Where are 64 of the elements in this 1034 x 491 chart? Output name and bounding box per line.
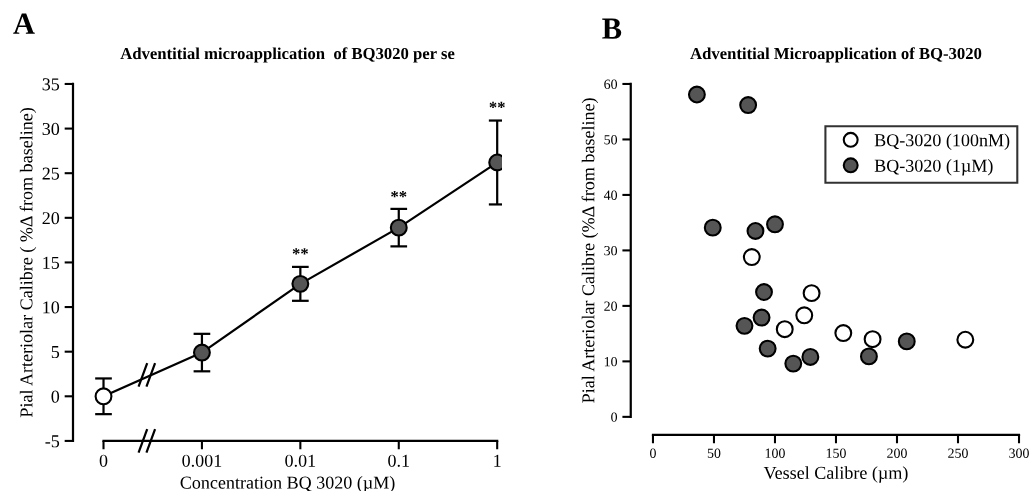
x-tick-label: 0 bbox=[99, 454, 108, 467]
y-tick-label: 0 bbox=[611, 412, 618, 422]
annotation: ** bbox=[489, 101, 505, 109]
y-axis-title: Pial Arteriolar Calibre ( %Δ from baseline) bbox=[19, 108, 37, 418]
point bbox=[766, 215, 784, 234]
x-tick-label: 50 bbox=[707, 448, 721, 458]
point bbox=[291, 274, 310, 293]
x-tick-label: 150 bbox=[826, 448, 846, 458]
annotation: ** bbox=[292, 248, 308, 255]
x-tick-label: 0 bbox=[650, 448, 656, 458]
y-tick-label: 25 bbox=[42, 167, 60, 180]
y-tick-label: 40 bbox=[603, 190, 618, 200]
point bbox=[739, 96, 758, 114]
point bbox=[389, 218, 408, 237]
point bbox=[956, 330, 975, 349]
y-tick-label: 35 bbox=[42, 78, 60, 91]
x-tick-label: 250 bbox=[948, 448, 968, 458]
y-tick-label: 20 bbox=[604, 301, 618, 311]
point bbox=[746, 222, 765, 240]
y-tick-label: 0 bbox=[51, 390, 60, 403]
y-tick-label: 10 bbox=[604, 356, 618, 367]
point bbox=[801, 347, 820, 366]
chart-title: Adventitial microapplication of BQ3020 per se bbox=[120, 47, 455, 63]
x-tick-label: 100 bbox=[765, 448, 785, 458]
point bbox=[863, 330, 882, 349]
point bbox=[897, 332, 916, 351]
point bbox=[758, 339, 777, 358]
x-tick-label: 1 bbox=[494, 454, 501, 467]
point bbox=[784, 354, 803, 373]
x-tick-label: 300 bbox=[1009, 448, 1029, 458]
legend-label: BQ-3020 (100nM) bbox=[874, 133, 1010, 150]
point bbox=[735, 316, 754, 335]
point bbox=[834, 324, 853, 343]
y-tick-label: 60 bbox=[604, 79, 618, 89]
x-axis-title: Vessel Calibre (µm) bbox=[763, 466, 908, 483]
y-tick-label: 10 bbox=[43, 301, 60, 314]
y-tick-label: 30 bbox=[42, 122, 60, 136]
x-tick-label: 0.001 bbox=[182, 454, 222, 467]
point bbox=[94, 387, 113, 406]
point bbox=[802, 284, 821, 303]
point bbox=[742, 248, 761, 267]
point bbox=[859, 347, 878, 366]
y-tick-label: 20 bbox=[42, 212, 60, 225]
point bbox=[752, 308, 771, 327]
y-tick-label: 50 bbox=[604, 135, 618, 145]
point bbox=[703, 218, 722, 237]
x-tick-label: 0.01 bbox=[285, 454, 316, 467]
legend-label: BQ-3020 (1µM) bbox=[874, 159, 993, 176]
chart-title: Adventitial Microapplication of BQ-3020 bbox=[690, 47, 982, 63]
point bbox=[775, 320, 794, 339]
point bbox=[687, 85, 706, 104]
y-tick-label: 5 bbox=[51, 346, 60, 359]
point bbox=[795, 306, 814, 325]
x-tick-label: 0.1 bbox=[388, 454, 409, 467]
point bbox=[755, 283, 773, 301]
y-tick-label: 30 bbox=[604, 245, 618, 256]
text: A bbox=[13, 13, 35, 34]
y-tick-label: 15 bbox=[43, 256, 60, 269]
text: B bbox=[602, 18, 622, 39]
x-tick-label: 200 bbox=[887, 448, 907, 458]
y-tick-label: -5 bbox=[45, 435, 60, 448]
annotation: ** bbox=[391, 191, 407, 198]
point bbox=[192, 343, 211, 362]
y-axis-title: Pial Arteriolar Calibre (%Δ from baseline) bbox=[581, 98, 599, 403]
